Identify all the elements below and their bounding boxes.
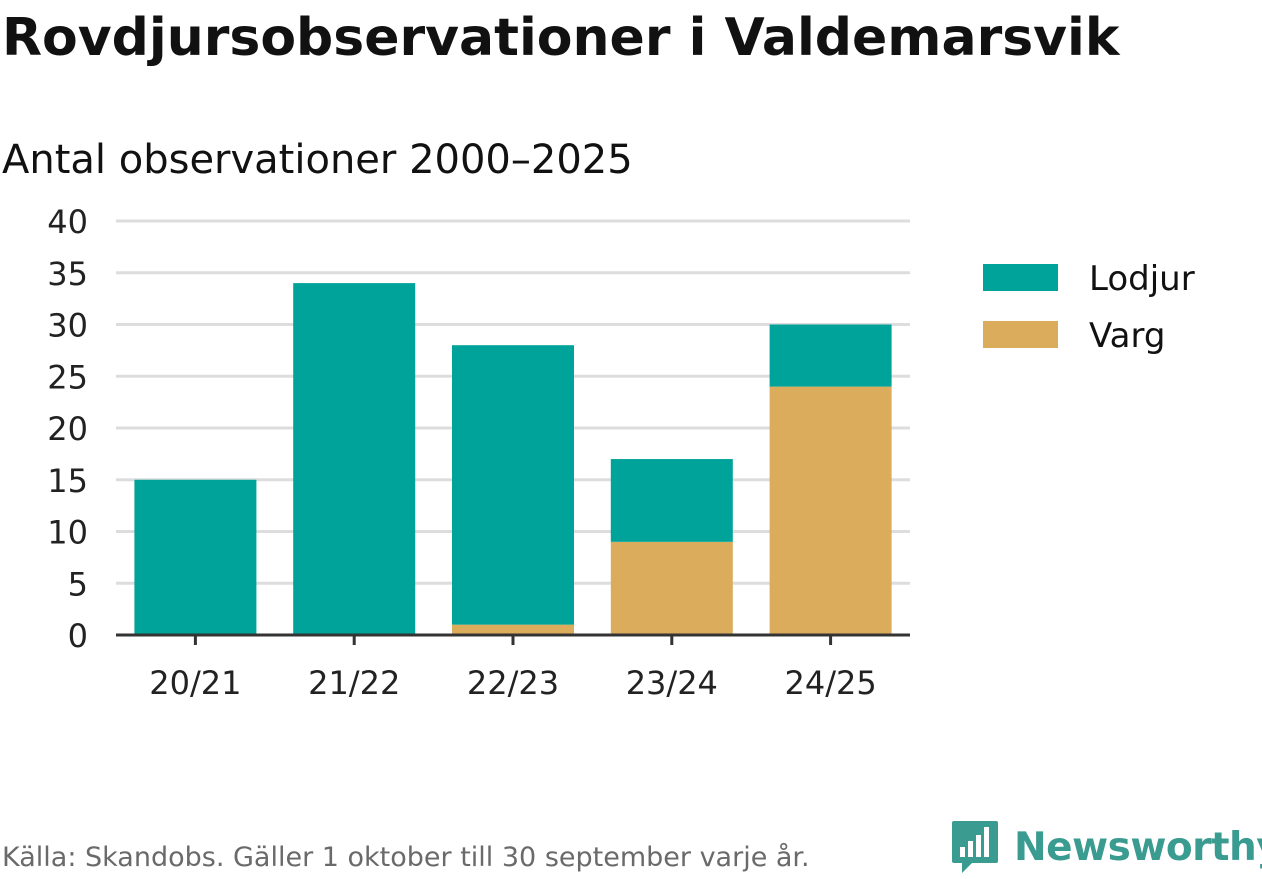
x-tick-label: 20/21	[149, 664, 241, 702]
y-tick-label: 40	[47, 203, 88, 241]
source-note: Källa: Skandobs. Gäller 1 oktober till 3…	[2, 842, 810, 873]
chart-subtitle: Antal observationer 2000–2025	[2, 137, 633, 183]
bar-lodjur	[610, 459, 733, 542]
bar-lodjur	[452, 345, 574, 625]
y-tick-label: 30	[47, 307, 88, 345]
y-tick-label: 0	[68, 617, 88, 655]
bars	[134, 283, 892, 635]
x-tick-label: 21/22	[308, 664, 400, 702]
bar-varg	[769, 386, 892, 635]
bar-lodjur	[134, 479, 257, 635]
x-tick-label: 22/23	[467, 664, 559, 702]
x-axis-ticks: 20/21 21/22 22/23 23/24 24/25	[149, 635, 877, 702]
y-tick-label: 35	[47, 255, 88, 293]
legend-swatch-lodjur	[983, 264, 1058, 291]
brand-logo: Newsworthy	[950, 817, 1262, 877]
x-tick-label: 23/24	[626, 664, 718, 702]
y-tick-label: 25	[47, 358, 88, 396]
bar-lodjur	[769, 324, 892, 387]
y-tick-label: 5	[68, 565, 88, 603]
bar-varg	[452, 624, 574, 635]
bar-varg	[610, 541, 733, 635]
legend-swatch-varg	[983, 321, 1058, 348]
y-tick-label: 10	[47, 514, 88, 552]
chart-title: Rovdjursobservationer i Valdemarsvik	[2, 8, 1120, 68]
bar-chart-speech-bubble-icon	[952, 821, 998, 873]
legend: Lodjur Varg	[983, 259, 1195, 356]
y-tick-label: 20	[47, 410, 88, 448]
bar-lodjur	[293, 283, 416, 635]
legend-label-lodjur: Lodjur	[1089, 259, 1195, 299]
y-tick-label: 15	[47, 462, 88, 500]
brand-name: Newsworthy	[1014, 824, 1262, 870]
y-axis-ticks: 0 5 10 15 20 25 30 35 40	[47, 203, 88, 655]
legend-label-varg: Varg	[1089, 316, 1165, 356]
x-tick-label: 24/25	[784, 664, 876, 702]
